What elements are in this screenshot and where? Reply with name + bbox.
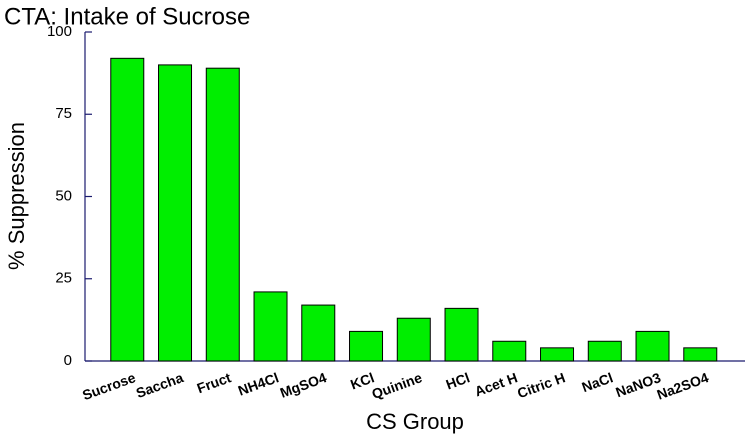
bar: [683, 347, 718, 362]
x-tick-label: KCl: [348, 369, 376, 392]
y-tick-label: 75: [55, 105, 72, 122]
x-tick-label: HCl: [444, 369, 472, 392]
x-tick-label: NH4Cl: [236, 369, 281, 398]
chart-title: CTA: Intake of Sucrose: [4, 3, 250, 30]
bar: [158, 64, 193, 362]
y-tick-label: 25: [55, 270, 72, 287]
x-tick-label: NaCl: [580, 369, 615, 395]
bar: [205, 67, 240, 362]
x-tick-label: Na2SO4: [655, 369, 711, 402]
y-tick-label: 100: [47, 23, 72, 40]
x-tick-label: Citric H: [515, 369, 567, 401]
y-axis-label: % Suppression: [4, 122, 29, 270]
x-tick-label: Sucrose: [80, 369, 138, 403]
x-tick-label: Fruct: [195, 369, 234, 396]
bar: [110, 57, 145, 362]
x-axis-label: CS Group: [366, 409, 464, 434]
x-tick-label: Quinine: [370, 369, 425, 402]
bar: [635, 330, 670, 362]
y-tick-label: 50: [55, 187, 72, 204]
bar: [253, 291, 288, 362]
bar: [396, 317, 431, 362]
bar: [444, 307, 479, 362]
bar: [587, 340, 622, 362]
x-tick-label: Acet H: [472, 369, 519, 399]
x-tick-label: Saccha: [134, 369, 186, 401]
bar: [349, 330, 384, 362]
x-tick-label: NaNO3: [613, 369, 663, 400]
bar: [301, 304, 336, 362]
x-tick-label: MgSO4: [278, 369, 329, 401]
bar: [540, 347, 575, 362]
bar: [492, 340, 527, 362]
y-tick-label: 0: [64, 352, 72, 369]
